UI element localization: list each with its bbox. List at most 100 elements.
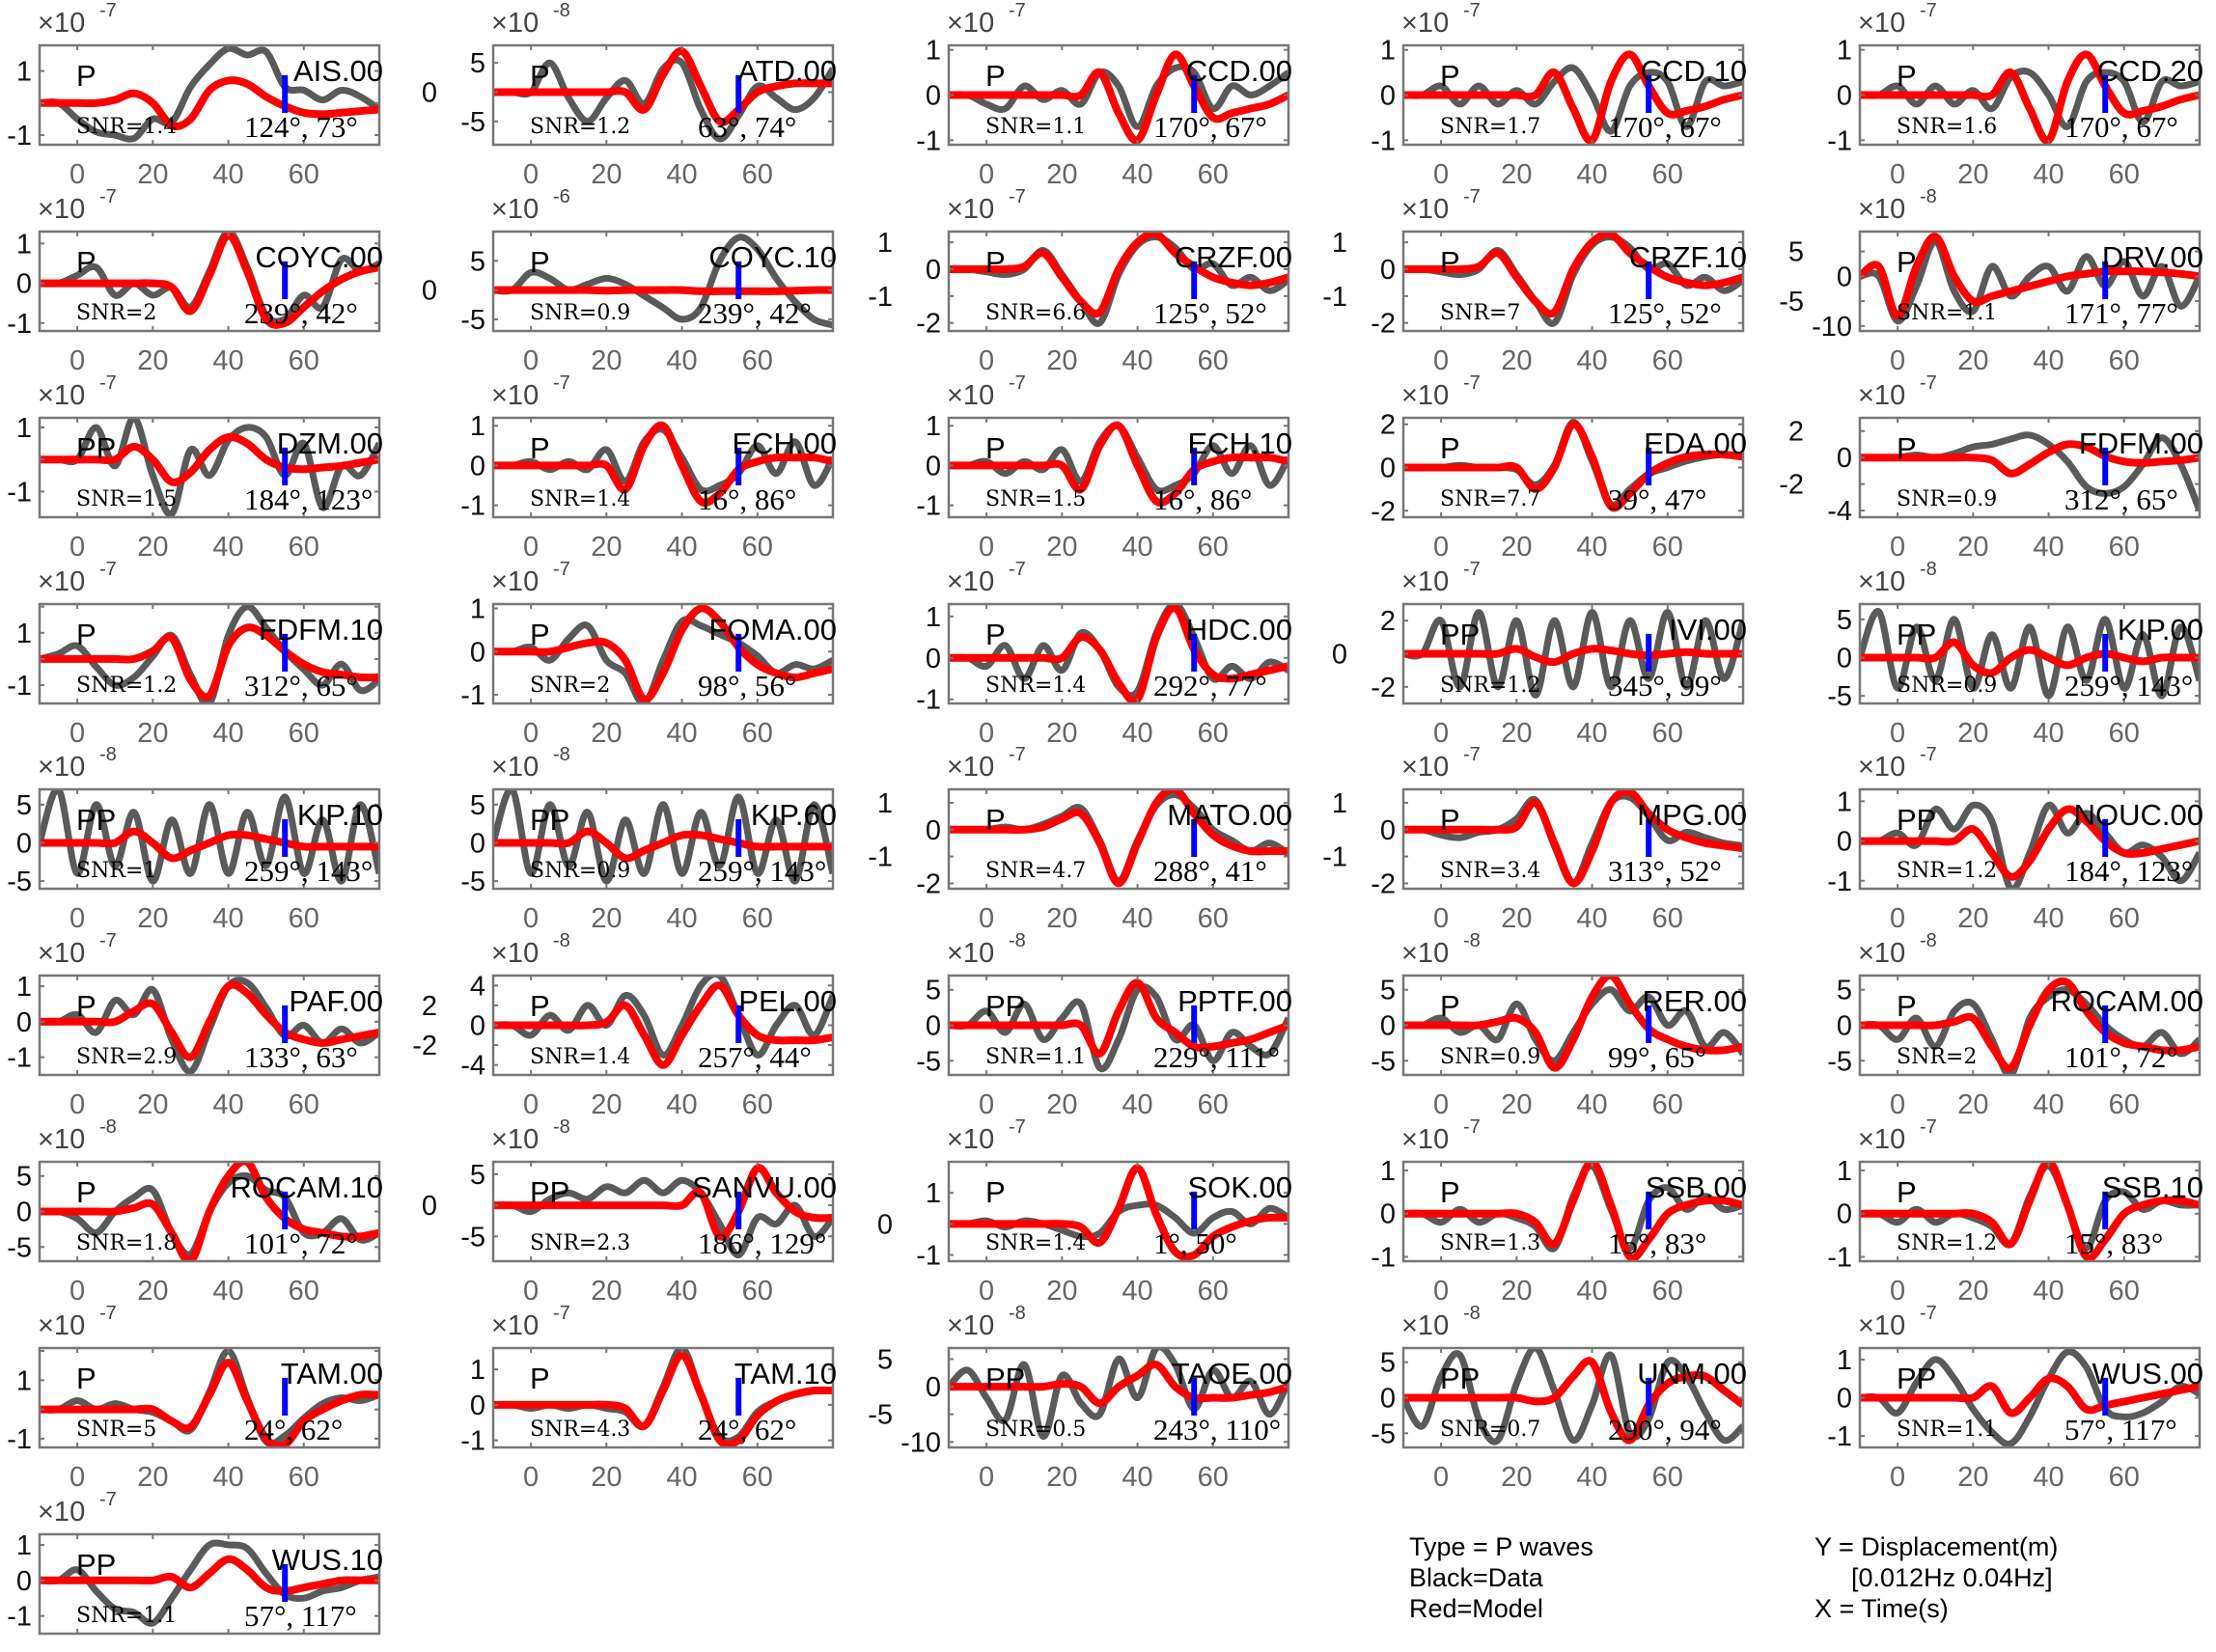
x-tick-label: 0 [1433, 159, 1449, 190]
x-tick-label: 20 [137, 1648, 168, 1652]
x-tick-label: 60 [1198, 345, 1229, 376]
station-label: PPTF.00 [1177, 984, 1292, 1018]
model-waveform [40, 1555, 379, 1595]
phase-label: P [530, 59, 550, 93]
x-tick-label: 60 [289, 1276, 319, 1307]
y-tick-label: -10 [1812, 312, 1852, 343]
x-tick-label: 60 [1198, 159, 1229, 190]
model-waveform [1403, 1357, 1743, 1445]
x-tick-label: 0 [1433, 1089, 1449, 1120]
data-waveform [493, 234, 833, 329]
x-tick-label: 60 [2109, 1089, 2140, 1120]
azimuth-distance-label: 98°, 56° [698, 669, 796, 702]
phase-label: PP [1897, 803, 1936, 837]
azimuth-distance-label: 243°, 110° [1153, 1413, 1281, 1446]
y-exponent-label: ×10 [947, 938, 994, 969]
model-waveform [1860, 638, 2200, 677]
x-tick-label: 40 [212, 718, 243, 749]
y-tick-label: 0 [470, 1390, 485, 1421]
x-tick-label: 0 [979, 159, 994, 190]
y-tick-label: 5 [1380, 1348, 1396, 1379]
x-tick-label: 0 [979, 532, 994, 563]
y-tick-label: -1 [1371, 125, 1396, 156]
azimuth-distance-label: 24°, 62° [244, 1413, 343, 1446]
y-tick-label: -1 [1371, 1243, 1396, 1274]
x-tick-label: 60 [1652, 903, 1683, 934]
x-tick-label: 0 [1433, 345, 1449, 376]
y-tick-label: 1 [926, 411, 941, 442]
y-tick-label: 1 [1332, 788, 1347, 819]
axes-box [38, 602, 381, 705]
azimuth-distance-label: 24°, 62° [698, 1413, 796, 1446]
phase-label: P [1440, 59, 1460, 93]
y-exponent-label: ×10 [1858, 752, 1905, 783]
y-tick-label: -1 [868, 842, 893, 873]
y-tick-label: 1 [877, 228, 893, 259]
model-waveform [40, 980, 379, 1061]
azimuth-distance-label: 16°, 86° [698, 482, 796, 516]
model-waveform [1860, 440, 2200, 478]
station-label: KIP.00 [2118, 613, 2203, 647]
data-waveform [40, 1539, 379, 1627]
station-label: ECH.00 [732, 427, 837, 460]
azimuth-distance-label: 257°, 44° [698, 1040, 812, 1074]
y-tick-label: 1 [16, 229, 32, 260]
x-tick-label: 0 [1890, 718, 1905, 749]
snr-label: SNR=1.2 [1897, 1231, 1997, 1255]
snr-label: SNR=6.6 [985, 301, 1086, 325]
y-exponent-label: ×10 [38, 566, 85, 597]
y-exponent-label: ×10 [38, 752, 85, 783]
y-tick-label: 0 [1837, 1384, 1852, 1415]
station-label: SSB.10 [2102, 1170, 2203, 1204]
model-waveform [40, 1359, 379, 1447]
x-tick-label: 60 [2109, 345, 2140, 376]
x-tick-label: 40 [2033, 718, 2064, 749]
x-tick-label: 0 [69, 1648, 85, 1652]
snr-label: SNR=2 [1897, 1045, 1977, 1069]
x-tick-label: 0 [1890, 903, 1905, 934]
note-line: Red=Model [1409, 1594, 1543, 1623]
note-line: [0.012Hz 0.04Hz] [1851, 1563, 2053, 1592]
x-tick-label: 0 [1433, 903, 1449, 934]
y-exponent-label: ×10 [1401, 566, 1449, 597]
x-tick-label: 0 [523, 1276, 539, 1307]
x-tick-label: 20 [591, 159, 622, 190]
y-tick-label: -10 [900, 1427, 941, 1458]
y-tick-label: 5 [470, 790, 485, 821]
x-tick-label: 40 [666, 1089, 697, 1120]
y-exponent-label: ×10 [38, 1124, 85, 1155]
y-tick-label: 5 [16, 1162, 32, 1193]
x-tick-label: 0 [523, 1462, 539, 1493]
model-waveform [493, 421, 833, 507]
station-label: AIS.00 [293, 54, 383, 88]
y-tick-label: -1 [916, 685, 941, 716]
x-tick-label: 60 [1652, 1462, 1683, 1493]
axes-box [38, 1532, 381, 1636]
y-exponent-value: -8 [553, 930, 570, 951]
snr-label: SNR=1.4 [76, 115, 177, 139]
x-tick-label: 40 [2033, 159, 2064, 190]
x-tick-label: 0 [523, 718, 539, 749]
axes-box [947, 602, 1290, 705]
azimuth-distance-label: 15°, 83° [1608, 1226, 1706, 1260]
y-tick-label: 1 [1380, 1156, 1396, 1187]
y-tick-label: 0 [1837, 81, 1852, 112]
x-tick-label: 20 [1046, 1089, 1077, 1120]
x-tick-label: 40 [1576, 1089, 1607, 1120]
station-label: CRZF.10 [1629, 240, 1747, 274]
axes-box [947, 1346, 1290, 1449]
subplot-coyc-10: ×10 -6 -5 0 5 0 20 40 60 P COYC.10 SNR=0.9 239°, 42° [422, 186, 837, 376]
y-tick-label: 0 [16, 1007, 32, 1038]
axes-box [1858, 602, 2202, 705]
x-tick-label: 60 [1652, 159, 1683, 190]
y-tick-label: -2 [916, 309, 941, 340]
x-tick-label: 20 [591, 903, 622, 934]
x-tick-label: 40 [666, 718, 697, 749]
